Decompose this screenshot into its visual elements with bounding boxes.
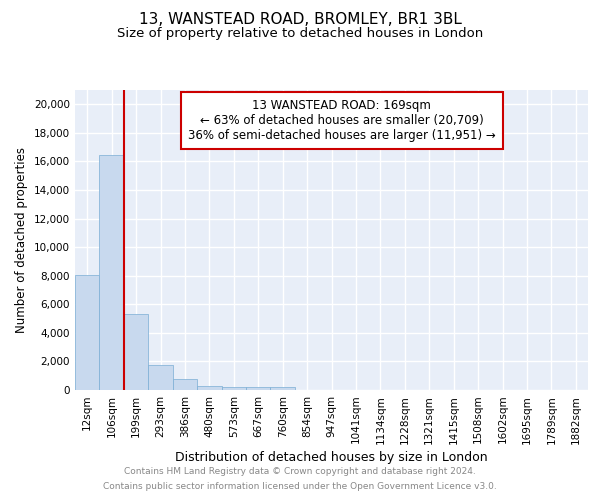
Y-axis label: Number of detached properties: Number of detached properties bbox=[16, 147, 28, 333]
Bar bbox=[271, 387, 295, 390]
Bar bbox=[148, 365, 173, 390]
Text: 13, WANSTEAD ROAD, BROMLEY, BR1 3BL: 13, WANSTEAD ROAD, BROMLEY, BR1 3BL bbox=[139, 12, 461, 28]
Bar bbox=[100, 155, 124, 390]
Bar bbox=[124, 314, 148, 390]
X-axis label: Distribution of detached houses by size in London: Distribution of detached houses by size … bbox=[175, 450, 488, 464]
Bar bbox=[75, 275, 100, 390]
Bar bbox=[173, 380, 197, 390]
Text: 13 WANSTEAD ROAD: 169sqm
← 63% of detached houses are smaller (20,709)
36% of se: 13 WANSTEAD ROAD: 169sqm ← 63% of detach… bbox=[188, 99, 496, 142]
Text: Size of property relative to detached houses in London: Size of property relative to detached ho… bbox=[117, 28, 483, 40]
Bar bbox=[197, 386, 221, 390]
Text: Contains public sector information licensed under the Open Government Licence v3: Contains public sector information licen… bbox=[103, 482, 497, 491]
Bar bbox=[246, 387, 271, 390]
Bar bbox=[221, 387, 246, 390]
Text: Contains HM Land Registry data © Crown copyright and database right 2024.: Contains HM Land Registry data © Crown c… bbox=[124, 467, 476, 476]
